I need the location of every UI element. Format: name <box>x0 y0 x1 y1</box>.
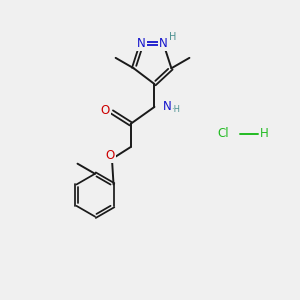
Text: O: O <box>106 149 115 162</box>
Text: N: N <box>163 100 172 113</box>
Text: N: N <box>159 37 168 50</box>
Text: Cl: Cl <box>217 127 229 140</box>
Text: ·H: ·H <box>171 105 180 114</box>
Text: O: O <box>101 104 110 117</box>
Text: H: H <box>169 32 177 42</box>
Text: H: H <box>260 127 269 140</box>
Text: N: N <box>137 37 146 50</box>
